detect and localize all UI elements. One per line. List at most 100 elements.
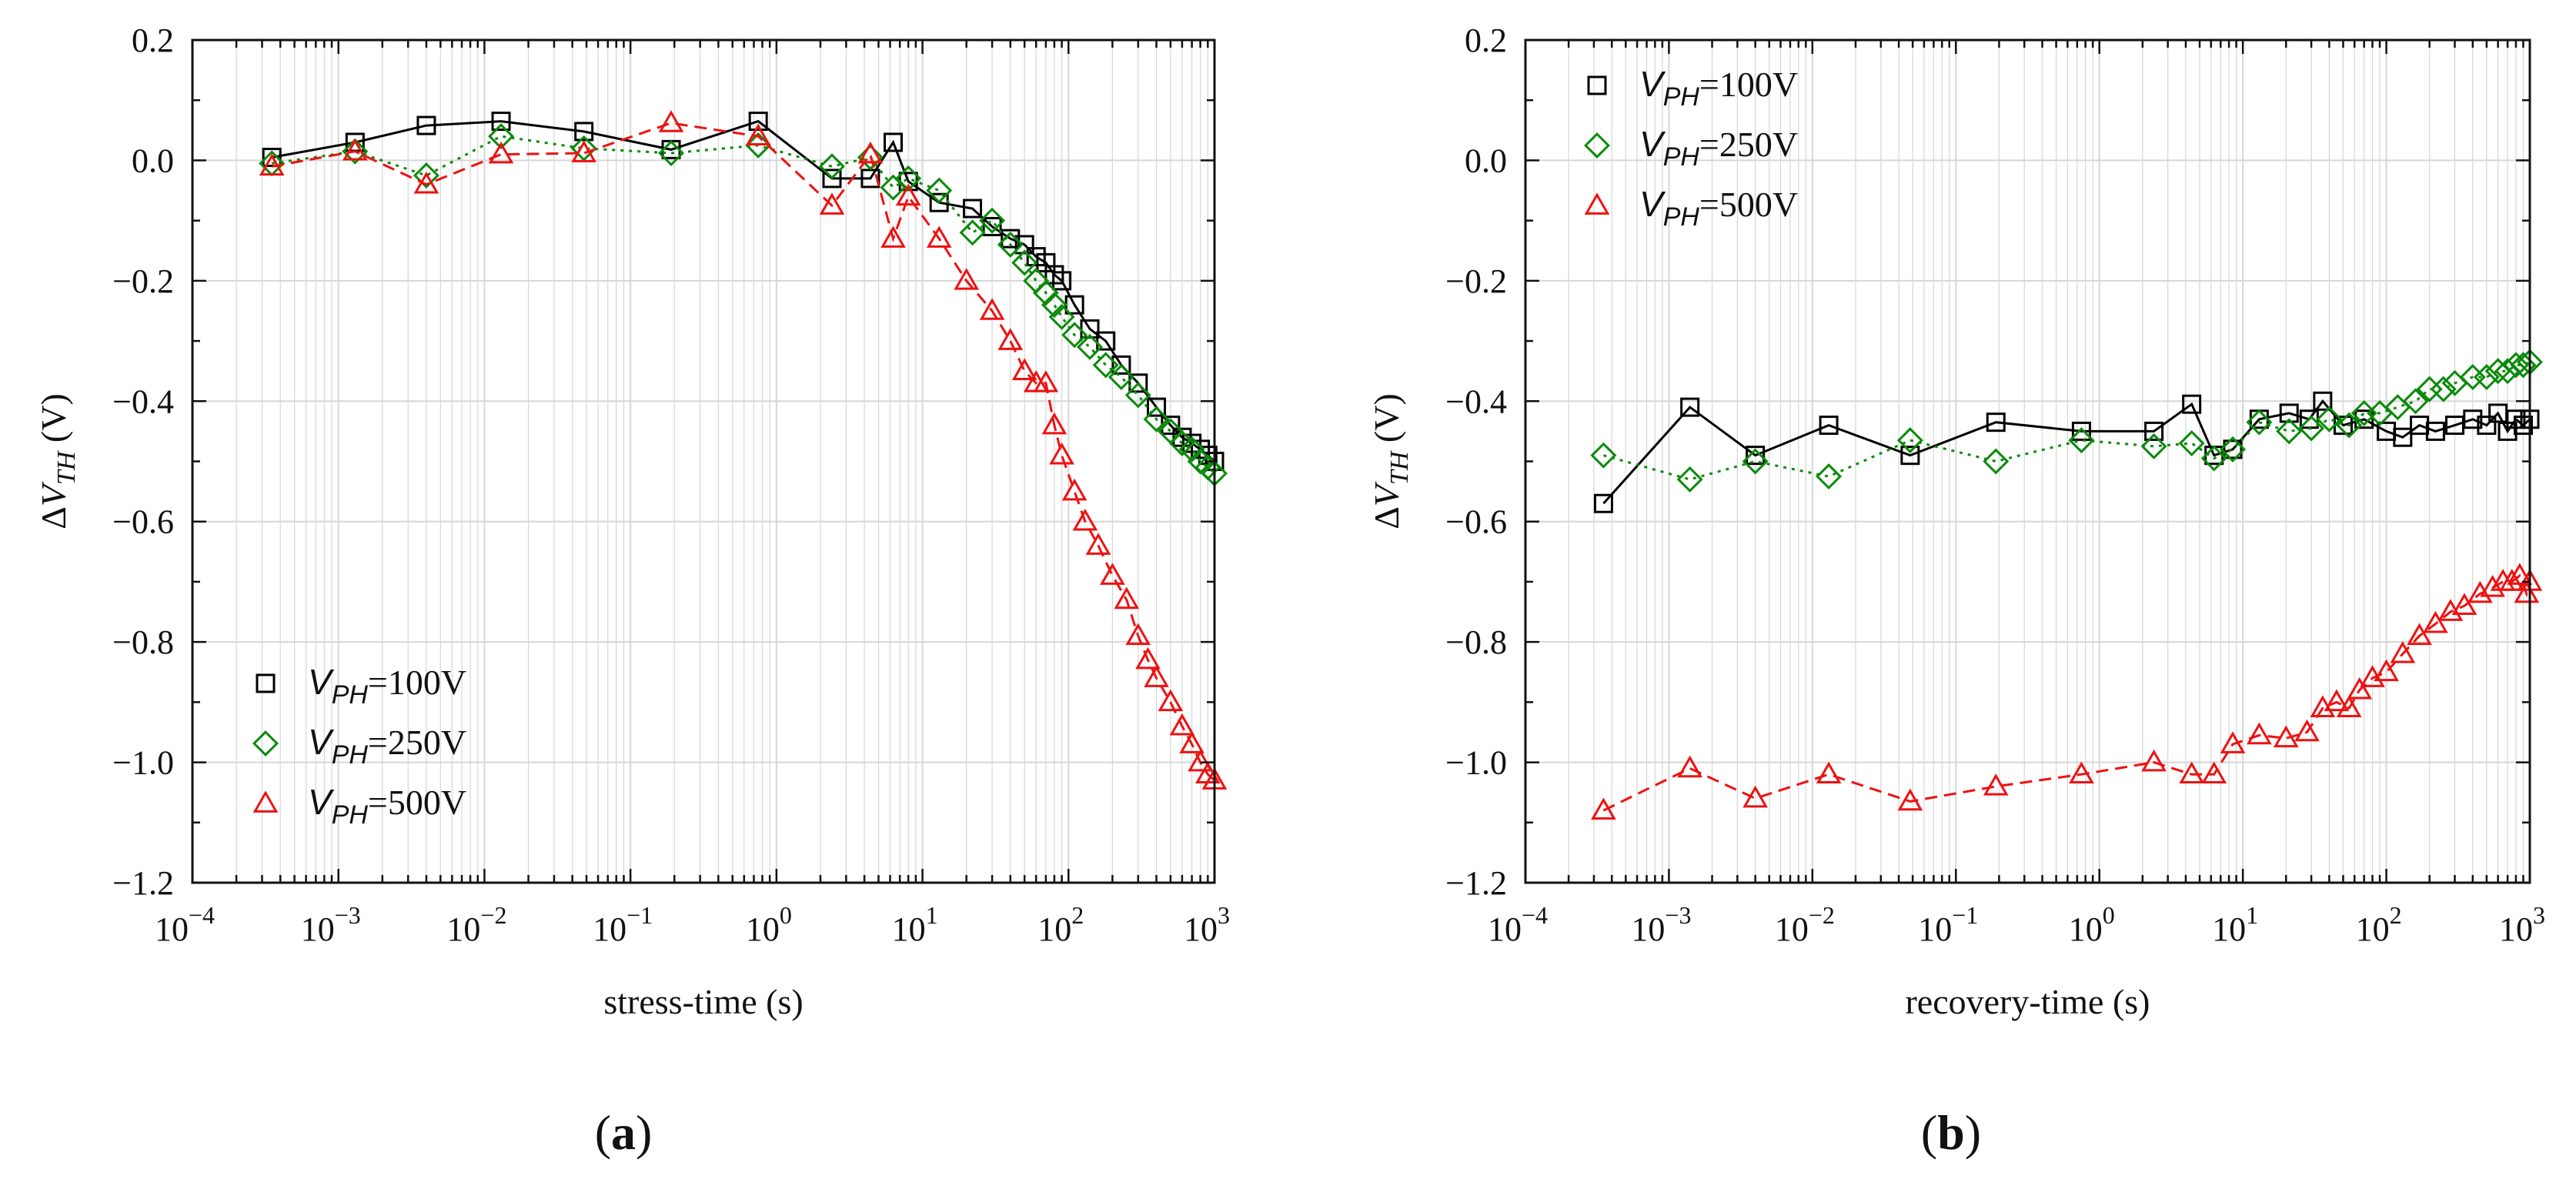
legend-marker (256, 673, 276, 693)
data-point (1144, 665, 1169, 687)
series-line (1602, 573, 2531, 812)
x-tick-label: 101 (892, 901, 938, 948)
data-point (1085, 533, 1111, 555)
data-point (1746, 446, 1766, 466)
data-point (1816, 761, 1842, 784)
series-line (271, 122, 1216, 782)
data-point (2425, 421, 2445, 441)
data-point (745, 132, 772, 159)
data-point (1680, 397, 1700, 417)
y-tick-label: −1.0 (112, 744, 174, 782)
data-point (2374, 659, 2399, 682)
data-point (1188, 749, 1213, 772)
data-point (2480, 574, 2505, 597)
data-point (2407, 623, 2432, 646)
data-point (1032, 279, 1059, 306)
legend: VPH=100V VPH=250V VPH=500V (1584, 64, 1798, 232)
data-point (1593, 493, 1613, 513)
x-tick-label: 102 (2356, 901, 2402, 948)
data-point (2179, 761, 2205, 784)
data-point (2298, 415, 2325, 442)
data-point (1896, 427, 1923, 454)
y-tick-label: −0.8 (1445, 623, 1507, 661)
data-point (1178, 436, 1205, 463)
data-point (1742, 448, 1769, 475)
data-point (1041, 292, 1067, 319)
data-point (1179, 731, 1204, 753)
data-point (1135, 646, 1161, 670)
legend-entry: VPH=100V (308, 662, 466, 710)
data-point (2200, 445, 2227, 472)
data-point (2514, 580, 2540, 603)
y-tick-label: −0.6 (1445, 503, 1507, 541)
y-tick-label: −0.2 (1445, 262, 1507, 300)
data-point (1172, 427, 1192, 447)
y-tick-label: −0.6 (112, 503, 174, 541)
gridlines (192, 39, 1215, 883)
data-point (2423, 610, 2448, 633)
data-point (2402, 388, 2429, 415)
data-point (2473, 364, 2500, 390)
x-tick-label: 10−1 (593, 901, 653, 948)
data-point (1072, 508, 1098, 531)
data-point (1114, 586, 1140, 610)
x-tick-label: 102 (1037, 901, 1084, 948)
data-point (2336, 695, 2362, 717)
y-axis-title: ΔVTH (V) (34, 393, 81, 529)
data-point (2144, 421, 2164, 441)
y-tick-label: −1.2 (1445, 864, 1507, 902)
data-point (658, 110, 684, 132)
data-point (979, 298, 1005, 320)
data-point (895, 183, 921, 206)
x-tick-label: 100 (2069, 901, 2115, 948)
legend-entry: VPH=500V (1639, 184, 1798, 232)
x-axis-title: stress-time (s) (603, 982, 803, 1021)
data-point (2313, 391, 2333, 411)
data-point (2451, 593, 2477, 616)
data-point (1128, 373, 1148, 393)
legend-marker (252, 790, 279, 813)
y-axis-title: ΔVTH (V) (1367, 393, 1414, 529)
y-tick-label: −0.4 (1445, 382, 1507, 420)
data-point (1676, 466, 1703, 493)
panel-a-chart: 0.2 0.0 −0.2 −0.4 −0.6 −0.8 −1.0 −1.210−4 10−3 10… (34, 22, 1230, 1160)
data-point (1111, 355, 1131, 375)
data-point (959, 219, 986, 246)
data-point (748, 112, 768, 132)
data-point (2071, 421, 2091, 441)
data-point (1011, 358, 1037, 380)
series-line (271, 135, 1216, 475)
data-point (2477, 416, 2497, 436)
data-point (857, 144, 884, 171)
series-500v (1591, 563, 2543, 820)
x-tick-label: 10−4 (155, 901, 215, 948)
data-point (1014, 235, 1034, 255)
x-tick-label: 103 (2499, 901, 2545, 948)
series-500v (259, 110, 1228, 790)
data-point (1124, 382, 1151, 409)
data-point (1077, 333, 1103, 360)
data-point (745, 123, 771, 145)
data-point (926, 177, 953, 204)
y-tick-label: −1.2 (112, 864, 174, 902)
data-point (658, 140, 684, 167)
y-tick-label: −0.2 (112, 262, 174, 300)
data-point (997, 231, 1024, 258)
data-point (1033, 370, 1059, 392)
data-point (954, 268, 980, 290)
x-axis-title: recovery-time (s) (1905, 982, 2150, 1021)
data-point (488, 123, 515, 150)
data-point (963, 199, 983, 219)
data-point (1590, 442, 1617, 469)
panel-label: (b) (1921, 1105, 1981, 1160)
data-point (2513, 416, 2533, 436)
panel-b-chart: 0.2 0.0 −0.2 −0.4 −0.6 −0.8 −1.0 −1.210−4 10−3 10… (1367, 22, 2545, 1160)
data-point (2390, 641, 2416, 663)
data-point (1983, 773, 2009, 796)
data-point (2141, 749, 2167, 772)
data-point (880, 225, 906, 248)
data-point (1100, 563, 1125, 585)
data-point (2182, 394, 2202, 414)
data-point (342, 138, 369, 165)
